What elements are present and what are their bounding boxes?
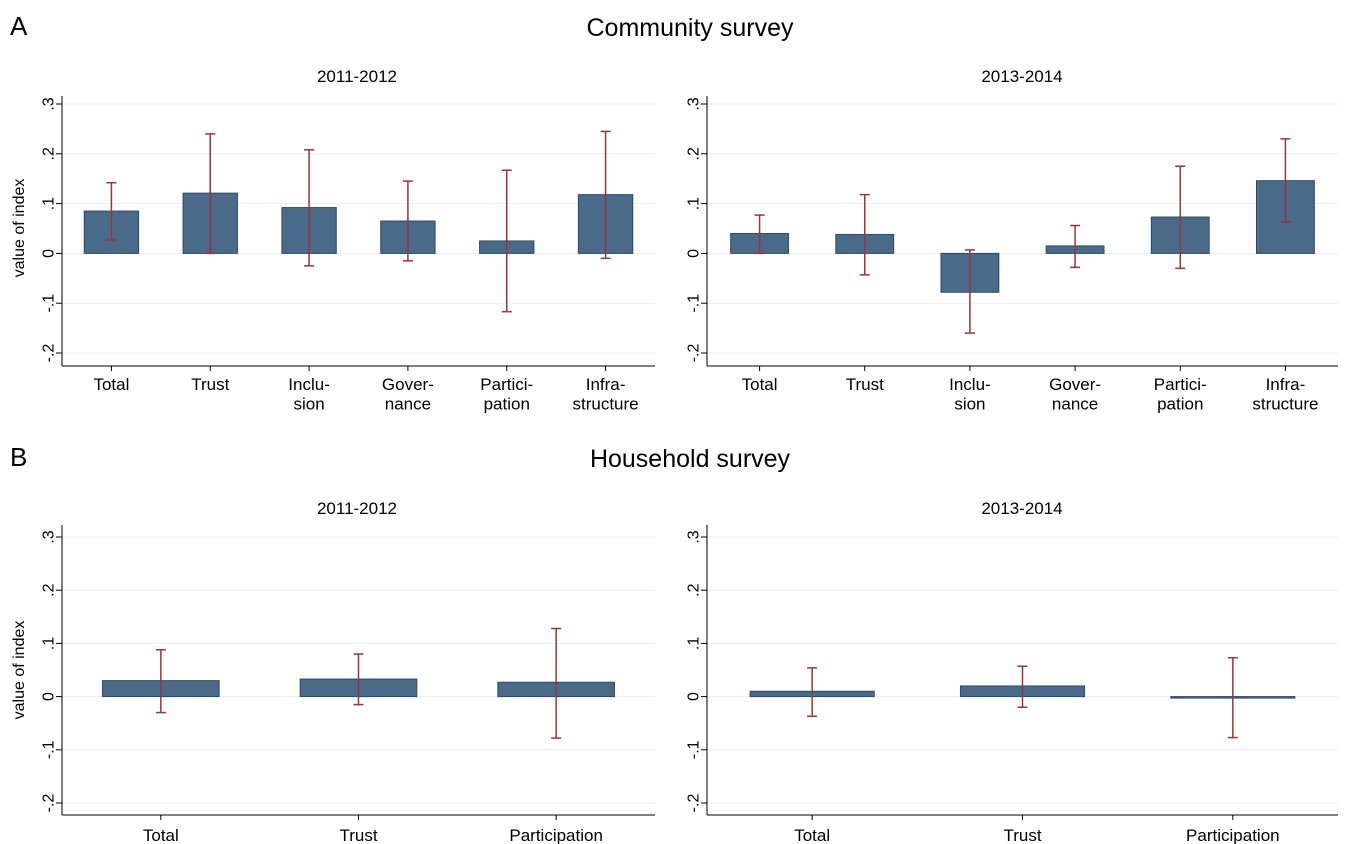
plot-a1-category-label-line: pation (484, 395, 530, 414)
plot-a2-category-label-line: Partici- (1154, 375, 1207, 394)
section-b-panel-1-subtitle: 2011-2012 (317, 499, 397, 518)
plot-b1-category-label-line: Total (143, 826, 179, 844)
plot-b1-y-tick-label: .3 (41, 530, 58, 543)
plot-b2-category-label: Trust (1003, 826, 1041, 844)
plot-b1-y-tick-label: 0 (41, 692, 58, 701)
plot-a2-category-label: Gover-nance (1049, 375, 1101, 414)
plot-a1-category-label: Partici-pation (480, 375, 533, 414)
plot-a2-category-label-line: Trust (846, 375, 884, 394)
plot-b2-y-tick-label: .1 (686, 637, 703, 650)
plot-a2-category-label-line: Gover- (1049, 375, 1101, 394)
plot-a1-category-label-line: sion (293, 395, 324, 414)
plot-a2-y-tick-label: -.2 (686, 344, 703, 363)
plot-a1-y-tick-label: 0 (41, 249, 58, 258)
section-b-panel-2-plot: -.2 -.1 0 .1 .2 .3 Total Trust Participation (686, 525, 1338, 844)
section-a-panel-1-plot: -.2 -.1 0 .1 .2 .3 Total Trust Inclu-sion Gover-n… (41, 96, 655, 414)
section-a-panel-1-subtitle: 2011-2012 (317, 67, 397, 86)
plot-b1-category-label-line: Trust (339, 826, 377, 844)
plot-a1-y-tick-label: .3 (41, 97, 58, 110)
section-b-panel-2-subtitle: 2013-2014 (981, 499, 1062, 518)
plot-a1-category-label-line: Total (93, 375, 129, 394)
plot-a1-y-tick-label: -.2 (41, 344, 58, 363)
plot-b1-category-label: Participation (509, 826, 603, 844)
section-a-y-axis-label: value of index (11, 179, 28, 278)
section-a-title: Community survey (587, 14, 794, 42)
plot-a2-y-tick-label: .1 (686, 197, 703, 210)
plot-a2-y-tick-label: .2 (686, 147, 703, 160)
section-b-title: Household survey (590, 445, 791, 473)
plot-a1-category-label: Trust (191, 375, 229, 394)
plot-a2-y-tick-label: 0 (686, 249, 703, 258)
plot-b2-category-label-line: Total (794, 826, 830, 844)
plot-b1-category-label: Trust (339, 826, 377, 844)
plot-a2-category-label: Total (742, 375, 778, 394)
plot-b2-category-label-line: Trust (1003, 826, 1041, 844)
plot-a2-category-label: Inclu-sion (949, 375, 991, 414)
plot-b2-y-tick-label: .2 (686, 583, 703, 596)
plot-a2-category-label-line: Infra- (1266, 375, 1306, 394)
section-a-panel-2-subtitle: 2013-2014 (981, 67, 1062, 86)
plot-a2-category-label-line: Total (742, 375, 778, 394)
plot-a1-category-label: Total (93, 375, 129, 394)
plot-b2-y-tick-label: -.2 (686, 794, 703, 813)
plot-a1-category-label-line: Inclu- (288, 375, 330, 394)
plot-a1-category-label-line: Infra- (586, 375, 626, 394)
plot-a1-category-label: Infra-structure (573, 375, 639, 414)
plot-b2-y-tick-label: .3 (686, 530, 703, 543)
plot-b1-category-label: Total (143, 826, 179, 844)
plot-b2-y-tick-label: 0 (686, 692, 703, 701)
plot-a1-category-label: Gover-nance (382, 375, 434, 414)
plot-b1-y-tick-label: -.1 (41, 740, 58, 759)
plot-b2-category-label: Participation (1186, 826, 1280, 844)
plot-b1-category-label-line: Participation (509, 826, 603, 844)
plot-a1-category-label-line: Partici- (480, 375, 533, 394)
section-b-panel-1-plot: -.2 -.1 0 .1 .2 .3 Total Trust Participation (41, 525, 655, 844)
plot-a1-category-label-line: nance (385, 395, 431, 414)
plot-a2-category-label-line: sion (954, 395, 985, 414)
plot-a2-category-label: Infra-structure (1252, 375, 1318, 414)
plot-a1-category-label-line: Trust (191, 375, 229, 394)
section-a-panel-2-plot: -.2 -.1 0 .1 .2 .3 Total Trust Inclu-sion Gover-n… (686, 96, 1338, 414)
plot-a2-category-label-line: Inclu- (949, 375, 991, 394)
plot-b1-y-tick-label: .1 (41, 637, 58, 650)
plot-a1-y-tick-label: -.1 (41, 294, 58, 313)
plot-a2-category-label-line: structure (1252, 395, 1318, 414)
section-b-y-axis-label: value of index (11, 621, 28, 720)
plot-a2-category-label-line: nance (1052, 395, 1098, 414)
plot-a1-category-label: Inclu-sion (288, 375, 330, 414)
plot-a2-y-tick-label: .3 (686, 97, 703, 110)
plot-a2-y-tick-label: -.1 (686, 294, 703, 313)
plot-b1-y-tick-label: .2 (41, 583, 58, 596)
plot-a1-y-tick-label: .1 (41, 197, 58, 210)
plot-a1-y-tick-label: .2 (41, 147, 58, 160)
section-b-letter: B (10, 442, 27, 472)
section-a-letter: A (10, 11, 28, 41)
plot-a2-category-label-line: pation (1157, 395, 1203, 414)
plot-a1-category-label-line: structure (573, 395, 639, 414)
plot-a1-category-label-line: Gover- (382, 375, 434, 394)
plot-b1-y-tick-label: -.2 (41, 794, 58, 813)
plot-b2-y-tick-label: -.1 (686, 740, 703, 759)
plot-a2-category-label: Partici-pation (1154, 375, 1207, 414)
plot-b2-category-label-line: Participation (1186, 826, 1280, 844)
plot-a2-category-label: Trust (846, 375, 884, 394)
plot-b2-category-label: Total (794, 826, 830, 844)
